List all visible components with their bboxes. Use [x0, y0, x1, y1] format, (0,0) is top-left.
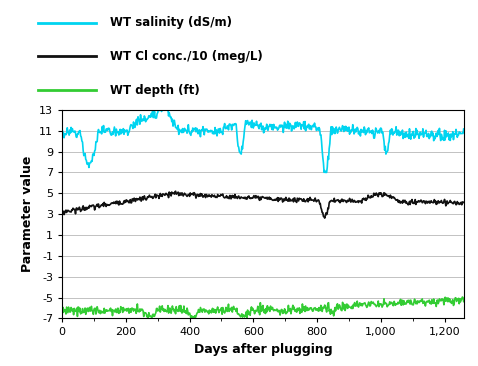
- Text: WT depth (ft): WT depth (ft): [110, 84, 200, 97]
- X-axis label: Days after plugging: Days after plugging: [194, 343, 332, 356]
- Text: WT Cl conc./10 (meg/L): WT Cl conc./10 (meg/L): [110, 50, 263, 63]
- Y-axis label: Parameter value: Parameter value: [21, 156, 33, 272]
- Text: WT salinity (dS/m): WT salinity (dS/m): [110, 16, 232, 29]
